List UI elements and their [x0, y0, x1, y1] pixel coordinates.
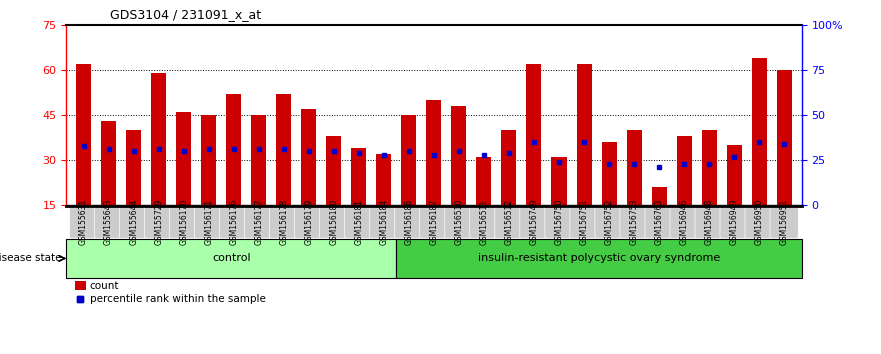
Bar — [376, 154, 391, 205]
Bar — [126, 130, 141, 205]
Bar — [76, 64, 91, 205]
Bar — [501, 130, 516, 205]
Bar — [652, 187, 667, 205]
Text: GSM156186: GSM156186 — [404, 199, 413, 245]
Text: GSM156180: GSM156180 — [329, 199, 338, 245]
Text: GSM156946: GSM156946 — [679, 199, 689, 245]
Bar — [602, 142, 617, 205]
Text: GSM156179: GSM156179 — [304, 199, 314, 245]
Text: GSM156511: GSM156511 — [479, 199, 488, 245]
Bar — [226, 94, 241, 205]
Text: GSM155729: GSM155729 — [154, 199, 163, 245]
Text: GSM156170: GSM156170 — [179, 199, 189, 245]
Text: count: count — [90, 281, 119, 291]
Bar — [751, 58, 766, 205]
Bar — [677, 136, 692, 205]
Bar — [277, 94, 292, 205]
Text: GSM156751: GSM156751 — [580, 199, 589, 245]
Bar — [352, 148, 366, 205]
Text: GSM156950: GSM156950 — [755, 199, 764, 245]
Bar — [326, 136, 341, 205]
Bar — [576, 64, 591, 205]
Bar — [101, 121, 116, 205]
Text: GSM156749: GSM156749 — [529, 199, 538, 245]
Text: GSM156949: GSM156949 — [729, 199, 738, 245]
Text: GSM156512: GSM156512 — [505, 199, 514, 245]
Text: GSM156176: GSM156176 — [229, 199, 238, 245]
Text: GSM156750: GSM156750 — [554, 199, 564, 245]
Bar — [402, 115, 417, 205]
Bar — [176, 112, 191, 205]
Text: GSM156187: GSM156187 — [429, 199, 439, 245]
Bar — [451, 106, 466, 205]
Text: GSM156510: GSM156510 — [455, 199, 463, 245]
Text: control: control — [212, 253, 250, 263]
Bar — [301, 109, 316, 205]
Text: GSM155644: GSM155644 — [130, 199, 138, 245]
Text: GSM156948: GSM156948 — [705, 199, 714, 245]
Text: GSM156181: GSM156181 — [354, 199, 363, 245]
Text: GSM156752: GSM156752 — [604, 199, 613, 245]
Text: GSM156763: GSM156763 — [655, 199, 663, 245]
Text: GSM155631: GSM155631 — [79, 199, 88, 245]
Text: GSM156177: GSM156177 — [255, 199, 263, 245]
Text: GSM155643: GSM155643 — [104, 199, 113, 245]
Bar — [727, 145, 742, 205]
Text: GSM156178: GSM156178 — [279, 199, 288, 245]
Bar — [251, 115, 266, 205]
Text: insulin-resistant polycystic ovary syndrome: insulin-resistant polycystic ovary syndr… — [478, 253, 720, 263]
Bar — [626, 130, 641, 205]
Text: GSM156171: GSM156171 — [204, 199, 213, 245]
Bar — [477, 157, 492, 205]
Bar — [201, 115, 216, 205]
Text: GSM156184: GSM156184 — [380, 199, 389, 245]
Bar — [527, 64, 542, 205]
Text: GDS3104 / 231091_x_at: GDS3104 / 231091_x_at — [110, 8, 262, 21]
Bar — [777, 70, 792, 205]
Text: GSM156951: GSM156951 — [780, 199, 788, 245]
Bar — [701, 130, 716, 205]
Bar — [426, 100, 441, 205]
Text: disease state: disease state — [0, 253, 62, 263]
Bar — [152, 73, 167, 205]
Bar — [552, 157, 566, 205]
Text: percentile rank within the sample: percentile rank within the sample — [90, 294, 266, 304]
Text: GSM156753: GSM156753 — [630, 199, 639, 245]
